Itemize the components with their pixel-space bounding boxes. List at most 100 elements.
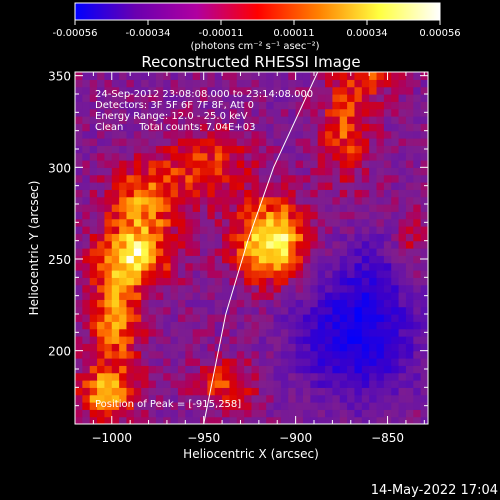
heatmap-cell — [332, 196, 341, 205]
heatmap-cell — [266, 86, 275, 95]
heatmap-cell — [185, 292, 194, 300]
heatmap-cell — [369, 138, 378, 146]
heatmap-cell — [354, 204, 363, 212]
heatmap-cell — [229, 233, 238, 242]
heatmap-cell — [295, 262, 304, 271]
heatmap-cell — [126, 306, 135, 315]
heatmap-cell — [398, 145, 407, 154]
heatmap-cell — [376, 372, 385, 381]
heatmap-cell — [192, 196, 201, 205]
heatmap-cell — [266, 94, 275, 102]
heatmap-cell — [163, 196, 172, 205]
heatmap-cell — [155, 86, 164, 95]
heatmap-cell — [302, 262, 311, 271]
heatmap-cell — [376, 409, 385, 418]
heatmap-cell — [111, 204, 120, 212]
heatmap-cell — [148, 299, 157, 308]
heatmap-cell — [383, 138, 392, 146]
heatmap-cell — [302, 86, 311, 95]
heatmap-cell — [361, 402, 370, 410]
heatmap-cell — [82, 145, 91, 154]
heatmap-cell — [369, 218, 378, 227]
heatmap-cell — [155, 394, 164, 403]
heatmap-cell — [383, 233, 392, 242]
heatmap-cell — [273, 358, 282, 366]
heatmap-cell — [163, 277, 172, 286]
heatmap-cell — [222, 255, 231, 264]
heatmap-cell — [75, 321, 83, 330]
heatmap-cell — [141, 343, 150, 352]
heatmap-cell — [361, 380, 370, 388]
heatmap-cell — [97, 138, 106, 146]
heatmap-cell — [97, 123, 106, 132]
heatmap-cell — [111, 196, 120, 205]
heatmap-cell — [251, 130, 260, 139]
heatmap-cell — [97, 72, 106, 80]
heatmap-cell — [170, 108, 179, 117]
heatmap-cell — [376, 321, 385, 330]
heatmap-cell — [214, 204, 223, 212]
heatmap-cell — [170, 394, 179, 403]
heatmap-cell — [266, 409, 275, 418]
heatmap-cell — [119, 270, 128, 278]
heatmap-cell — [258, 336, 267, 344]
heatmap-cell — [126, 152, 135, 161]
heatmap-cell — [170, 416, 179, 424]
heatmap-cell — [310, 108, 319, 117]
heatmap-cell — [310, 240, 319, 249]
heatmap-cell — [200, 123, 208, 132]
heatmap-cell — [229, 372, 238, 381]
heatmap-cell — [82, 277, 91, 286]
heatmap-cell — [97, 86, 106, 95]
heatmap-cell — [111, 292, 120, 300]
heatmap-cell — [413, 101, 422, 110]
heatmap-cell — [141, 174, 150, 183]
heatmap-cell — [222, 79, 231, 88]
heatmap-cell — [266, 152, 275, 161]
heatmap-cell — [398, 394, 407, 403]
heatmap-cell — [369, 240, 378, 249]
heatmap-cell — [413, 182, 422, 190]
heatmap-cell — [391, 189, 400, 198]
heatmap-cell — [170, 328, 179, 337]
heatmap-cell — [244, 174, 253, 183]
heatmap-cell — [126, 123, 135, 132]
heatmap-cell — [82, 204, 91, 212]
heatmap-cell — [214, 328, 223, 337]
heatmap-cell — [413, 409, 422, 418]
heatmap-cell — [148, 314, 157, 322]
heatmap-cell — [244, 160, 253, 168]
x-tick-label: −950 — [187, 431, 220, 445]
heatmap-cell — [332, 306, 341, 315]
heatmap-cell — [347, 189, 356, 198]
heatmap-cell — [89, 372, 98, 381]
heatmap-cell — [361, 255, 370, 264]
heatmap-cell — [214, 211, 223, 220]
heatmap-cell — [177, 182, 186, 190]
heatmap-cell — [214, 248, 223, 256]
heatmap-cell — [280, 218, 289, 227]
heatmap-cell — [310, 365, 319, 374]
heatmap-cell — [339, 79, 348, 88]
heatmap-cell — [104, 182, 113, 190]
heatmap-cell — [413, 387, 422, 396]
heatmap-cell — [251, 116, 260, 124]
heatmap-cell — [405, 365, 414, 374]
heatmap-cell — [354, 358, 363, 366]
heatmap-cell — [192, 160, 201, 168]
heatmap-cell — [111, 306, 120, 315]
heatmap-cell — [119, 255, 128, 264]
heatmap-cell — [413, 160, 422, 168]
heatmap-cell — [82, 336, 91, 344]
heatmap-cell — [376, 152, 385, 161]
heatmap-cell — [273, 343, 282, 352]
heatmap-cell — [82, 196, 91, 205]
heatmap-cell — [405, 138, 414, 146]
heatmap-cell — [236, 409, 245, 418]
heatmap-cell — [273, 204, 282, 212]
annotation-peak-position: Position of Peak = [-915,258] — [95, 399, 241, 410]
heatmap-cell — [82, 358, 91, 366]
heatmap-cell — [295, 160, 304, 168]
heatmap-cell — [104, 336, 113, 344]
heatmap-cell — [383, 189, 392, 198]
